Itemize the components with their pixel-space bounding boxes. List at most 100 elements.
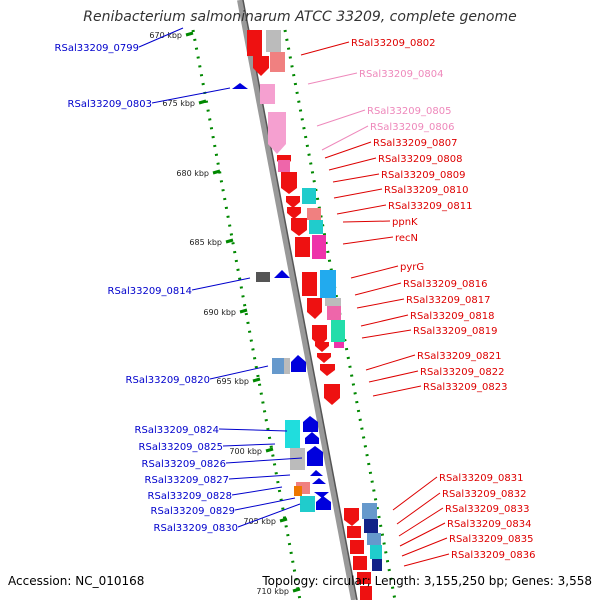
gene-feature[interactable] [281, 172, 297, 194]
gene-label[interactable]: recN [395, 233, 418, 244]
kbp-tick-mark [185, 31, 194, 37]
gene-label[interactable]: RSal33209_0821 [417, 351, 501, 362]
gene-features [232, 30, 382, 600]
gene-feature[interactable] [305, 432, 319, 444]
gene-feature[interactable] [372, 559, 382, 571]
gene-feature[interactable] [272, 358, 284, 374]
gene-label[interactable]: RSal33209_0809 [381, 170, 465, 181]
gene-feature[interactable] [232, 83, 248, 89]
gene-label[interactable]: RSal33209_0828 [148, 491, 232, 502]
gene-feature[interactable] [260, 84, 275, 104]
gene-label[interactable]: RSal33209_0825 [139, 442, 223, 453]
gene-label[interactable]: RSal33209_0808 [378, 154, 462, 165]
gene-feature[interactable] [303, 416, 318, 432]
gene-label[interactable]: RSal33209_0805 [367, 106, 451, 117]
gene-feature[interactable] [300, 496, 315, 512]
gene-label[interactable]: RSal33209_0835 [449, 534, 533, 545]
gene-feature[interactable] [312, 325, 327, 346]
gene-feature[interactable] [327, 306, 341, 320]
gene-label-leader [191, 277, 251, 291]
gene-feature[interactable] [278, 160, 290, 172]
gene-feature[interactable] [294, 486, 302, 496]
gene-feature[interactable] [270, 52, 285, 72]
gene-feature[interactable] [290, 448, 305, 470]
gene-feature[interactable] [347, 526, 361, 538]
gene-feature[interactable] [353, 556, 367, 570]
gene-label[interactable]: RSal33209_0804 [359, 69, 443, 80]
gene-feature[interactable] [285, 420, 300, 448]
gene-feature[interactable] [320, 270, 336, 298]
gene-label[interactable]: ppnK [392, 217, 418, 228]
gene-label[interactable]: RSal33209_0824 [135, 425, 219, 436]
kbp-tick-mark [212, 169, 221, 175]
gene-feature[interactable] [266, 30, 281, 52]
gene-feature[interactable] [357, 572, 371, 584]
gene-feature[interactable] [362, 503, 377, 519]
gene-feature[interactable] [247, 30, 262, 56]
gene-label[interactable]: RSal33209_0827 [145, 475, 229, 486]
gene-label[interactable]: RSal33209_0818 [410, 311, 494, 322]
gene-feature[interactable] [286, 196, 300, 208]
gene-feature[interactable] [331, 320, 345, 342]
gene-feature[interactable] [312, 235, 326, 259]
gene-label[interactable]: RSal33209_0814 [108, 286, 192, 297]
gene-label[interactable]: RSal33209_0832 [442, 489, 526, 500]
gene-feature[interactable] [287, 207, 301, 219]
gene-label-leader [368, 370, 419, 383]
kbp-tick-mark [252, 377, 261, 383]
gene-label[interactable]: RSal33209_0831 [439, 473, 523, 484]
gene-label[interactable]: RSal33209_0829 [151, 506, 235, 517]
gene-feature[interactable] [364, 519, 378, 533]
gene-feature[interactable] [295, 237, 310, 257]
gene-feature[interactable] [302, 188, 316, 204]
gene-label-leader [360, 314, 409, 327]
gene-feature[interactable] [370, 545, 382, 559]
gene-label-leader [222, 443, 276, 447]
gene-feature[interactable] [317, 353, 331, 363]
gene-label[interactable]: RSal33209_0823 [423, 382, 507, 393]
gene-label[interactable]: RSal33209_0807 [373, 138, 457, 149]
gene-feature[interactable] [309, 220, 323, 234]
gene-label[interactable]: RSal33209_0803 [68, 99, 152, 110]
gene-feature[interactable] [284, 358, 290, 374]
gene-label[interactable]: RSal33209_0810 [384, 185, 468, 196]
gene-feature[interactable] [274, 270, 290, 278]
gene-feature[interactable] [344, 508, 359, 526]
gene-label[interactable]: RSal33209_0802 [351, 38, 435, 49]
gene-feature[interactable] [324, 384, 340, 405]
gene-feature[interactable] [302, 272, 317, 296]
gene-label[interactable]: RSal33209_0822 [420, 367, 504, 378]
gene-feature[interactable] [350, 540, 364, 554]
gene-feature[interactable] [291, 355, 306, 372]
gene-feature[interactable] [291, 218, 307, 236]
gene-label[interactable]: RSal33209_0819 [413, 326, 497, 337]
gene-feature[interactable] [316, 496, 331, 510]
gene-label[interactable]: RSal33209_0816 [403, 279, 487, 290]
gene-label[interactable]: RSal33209_0834 [447, 519, 531, 530]
gene-label[interactable]: RSal33209_0806 [370, 122, 454, 133]
gene-label[interactable]: pyrG [400, 262, 424, 273]
gene-feature[interactable] [312, 478, 326, 484]
gene-feature[interactable] [310, 470, 323, 476]
gene-label[interactable]: RSal33209_0799 [55, 43, 139, 54]
gene-label[interactable]: RSal33209_0833 [445, 504, 529, 515]
gene-feature[interactable] [360, 586, 372, 600]
gene-label[interactable]: RSal33209_0811 [388, 201, 472, 212]
gene-feature[interactable] [307, 298, 322, 319]
gene-feature[interactable] [325, 298, 341, 306]
gene-label[interactable]: RSal33209_0826 [142, 459, 226, 470]
gene-feature[interactable] [367, 533, 381, 545]
gene-label[interactable]: RSal33209_0820 [126, 375, 210, 386]
gene-feature[interactable] [314, 492, 329, 498]
gene-feature[interactable] [256, 272, 270, 282]
gene-feature[interactable] [315, 342, 329, 352]
gene-feature[interactable] [320, 364, 335, 376]
gene-label[interactable]: RSal33209_0836 [451, 550, 535, 561]
gene-feature[interactable] [253, 56, 269, 76]
gene-feature[interactable] [334, 342, 344, 348]
gene-label[interactable]: RSal33209_0817 [406, 295, 490, 306]
gene-feature[interactable] [307, 208, 321, 220]
gene-feature[interactable] [268, 112, 286, 154]
gene-label[interactable]: RSal33209_0830 [154, 523, 238, 534]
gene-feature[interactable] [307, 446, 323, 466]
